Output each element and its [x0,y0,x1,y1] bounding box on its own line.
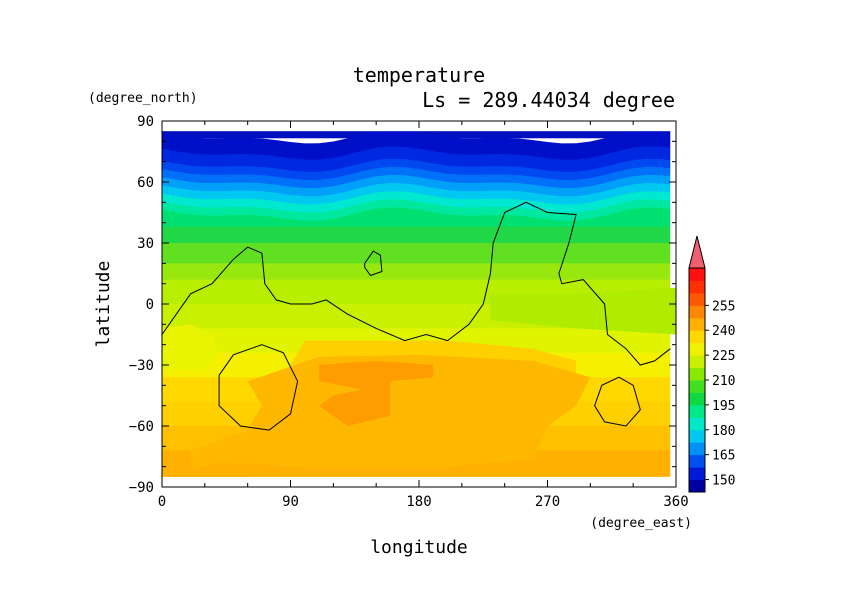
plot-area [162,121,676,487]
cool-region [490,287,676,335]
warm-region [162,466,248,477]
contour-line [162,201,671,366]
colorbar-segment [689,380,705,393]
colorbar-segment [689,467,705,481]
chart-subtitle: Ls = 289.44034 degree [422,88,675,112]
x-axis-label: longitude [370,537,468,558]
colorbar-extend-arrow [688,235,706,269]
temperature-band [162,130,676,166]
y-tick-label: 60 [137,175,154,191]
y-tick-label: −30 [129,358,154,374]
x-tick-label: 270 [535,494,560,510]
colorbar-label: 225 [712,349,735,364]
colorbar-label: 195 [712,399,735,414]
colorbar-label: 210 [712,374,735,389]
colorbar-segment [689,479,705,493]
temperature-band [162,263,676,281]
chart-title: temperature [353,63,485,87]
contour-line [218,344,299,431]
y-tick-label: −90 [129,480,154,496]
y-axis-ticks: 90 60 30 0 −30 −60 −90 [129,114,676,496]
colorbar-segment [689,442,705,456]
y-tick-label: 30 [137,236,154,252]
temperature-field [162,121,676,487]
colorbar-segment [689,367,705,381]
x-axis-ticks: 0 90 180 270 360 [158,121,689,510]
colorbar-label: 255 [712,299,735,314]
warm-region [190,354,591,471]
colorbar-segment [689,342,705,356]
colorbar-segment [689,268,705,281]
colorbar-segment [689,392,705,406]
y-tick-label: −60 [129,419,154,435]
y-units-label: (degree_north) [88,91,198,106]
colorbar-segment [689,417,705,431]
y-tick-label: 0 [146,297,154,313]
colorbar-segment [689,330,705,344]
temperature-band [162,226,676,244]
contour-lines [162,201,671,431]
colorbar-segment [689,355,705,369]
temperature-band [162,243,676,265]
colorbar-label: 180 [712,424,735,439]
warm-region [162,324,220,370]
x-tick-label: 180 [406,494,431,510]
colorbar-segment [689,317,705,331]
x-units-label: (degree_east) [590,516,692,531]
colorbar-label: 150 [712,474,735,489]
x-tick-label: 360 [663,494,688,510]
colorbar-segment [689,404,705,418]
contour-line [364,250,383,277]
colorbar-segment [689,305,705,319]
hot-region [319,360,434,426]
contour-line [594,376,641,427]
y-axis-label: latitude [93,261,114,348]
colorbar-label: 240 [712,324,735,339]
colorbar: 150 165 180 195 210 225 240 255 [688,235,735,493]
colorbar-segment [689,429,705,443]
x-tick-label: 0 [158,494,166,510]
colorbar-segment [689,292,705,306]
colorbar-segment [689,280,705,294]
colorbar-segment [689,454,705,468]
x-tick-label: 90 [282,494,299,510]
colorbar-label: 165 [712,449,735,464]
y-tick-label: 90 [137,114,154,130]
